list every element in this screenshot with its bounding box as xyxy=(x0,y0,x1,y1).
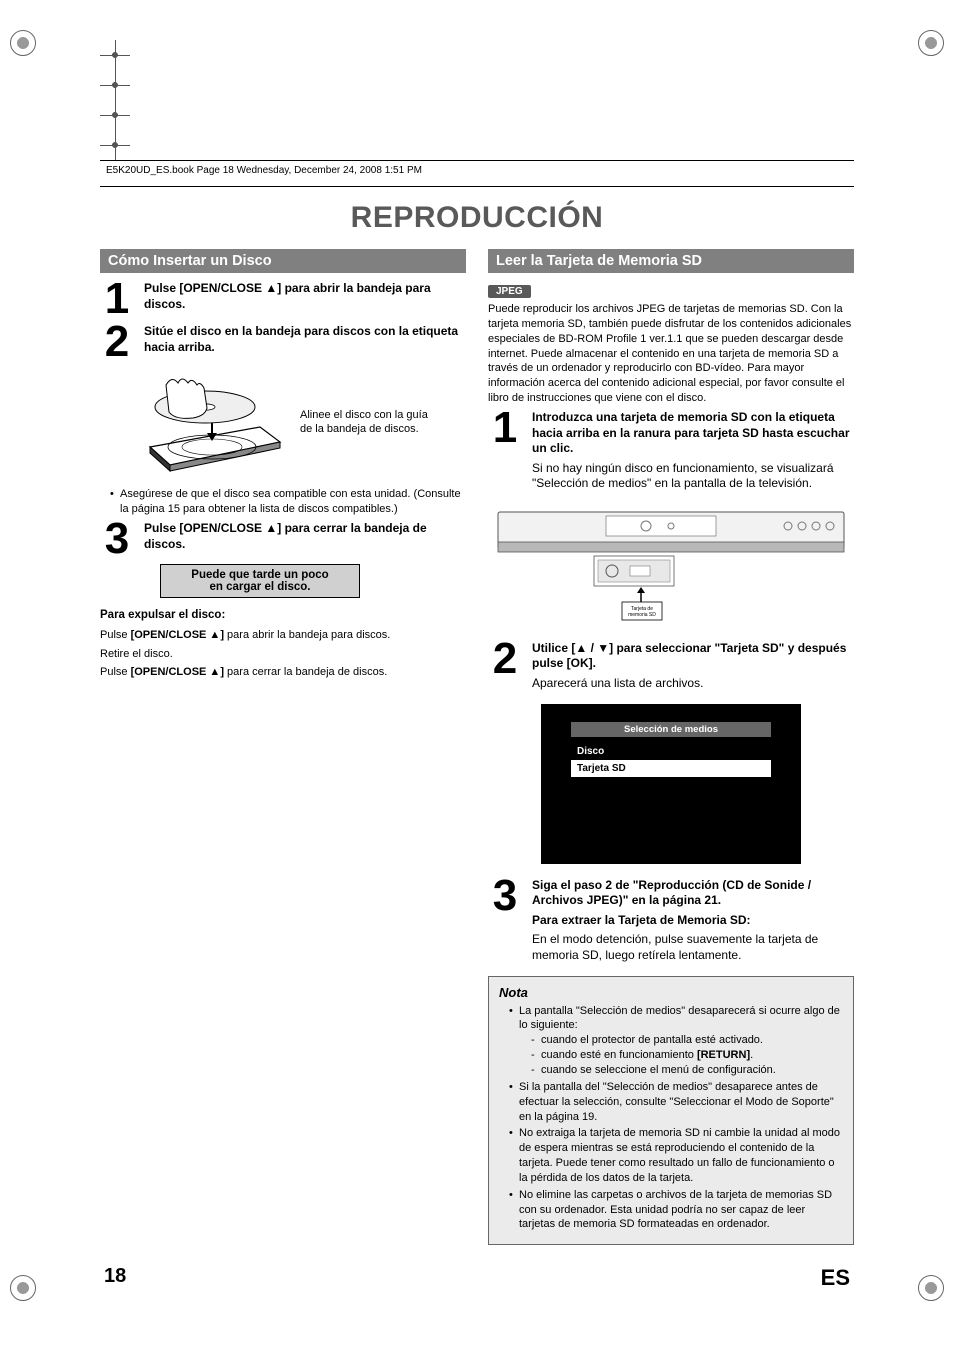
page-footer: 18 ES xyxy=(100,1265,854,1291)
step-2: 2 Sitúe el disco en la bandeja para disc… xyxy=(100,324,466,359)
step-number: 3 xyxy=(100,521,134,556)
section-title-right: Leer la Tarjeta de Memoria SD xyxy=(488,249,854,273)
step-number: 3 xyxy=(488,878,522,968)
page-title: REPRODUCCIÓN xyxy=(100,201,854,235)
print-crop-mark xyxy=(10,1275,36,1301)
step-1-text-a: Pulse [OPEN/CLOSE xyxy=(144,281,265,295)
print-crop-mark xyxy=(10,30,36,56)
t: / xyxy=(587,641,597,655)
t: Utilice [ xyxy=(532,641,575,655)
eject-section: Para expulsar el disco: Pulse [OPEN/CLOS… xyxy=(100,608,466,680)
step-2-text: Sitúe el disco en la bandeja para discos… xyxy=(144,324,466,355)
print-crop-mark xyxy=(100,70,130,100)
compat-note-list: Asegúrese de que el disco sea compatible… xyxy=(100,487,466,517)
step-1-text: Pulse [OPEN/CLOSE ▲] para abrir la bande… xyxy=(144,281,466,312)
eject-line-3: Pulse [OPEN/CLOSE ▲] para cerrar la band… xyxy=(100,665,466,680)
step-number: 2 xyxy=(488,641,522,696)
sd-step-2-bold: Utilice [▲ / ▼] para seleccionar "Tarjet… xyxy=(532,641,854,672)
step-number: 1 xyxy=(488,410,522,496)
t: [OPEN/CLOSE xyxy=(131,666,210,678)
sd-step-3: 3 Siga el paso 2 de "Reproducción (CD de… xyxy=(488,878,854,968)
print-crop-mark xyxy=(918,30,944,56)
eject-icon: ▲ xyxy=(265,281,277,295)
return-key: [RETURN] xyxy=(697,1049,750,1061)
nota-b2: Si la pantalla del "Selección de medios"… xyxy=(509,1080,843,1125)
eject-line-1: Pulse [OPEN/CLOSE ▲] para abrir la bande… xyxy=(100,628,466,643)
sd-step-3-bold2: Para extraer la Tarjeta de Memoria SD: xyxy=(532,913,854,929)
eject-icon: ▲ xyxy=(265,521,277,535)
disc-tray-svg xyxy=(140,367,290,477)
print-crop-mark xyxy=(918,1275,944,1301)
compat-note: Asegúrese de que el disco sea compatible… xyxy=(110,487,466,517)
media-select-screen: Selección de medios Disco Tarjeta SD xyxy=(541,704,801,864)
loading-callout: Puede que tarde un poco en cargar el dis… xyxy=(160,564,360,598)
media-select-item-sd: Tarjeta SD xyxy=(571,760,771,777)
step-number: 1 xyxy=(100,281,134,316)
nota-b3: No extraiga la tarjeta de memoria SD ni … xyxy=(509,1126,843,1185)
step-number: 2 xyxy=(100,324,134,359)
sd-label-line2: memoria SD xyxy=(628,612,656,618)
nota-b1: La pantalla "Selección de medios" desapa… xyxy=(509,1004,843,1078)
callout-line1: Puede que tarde un poco xyxy=(167,569,353,581)
t: Pulse xyxy=(100,629,131,641)
sd-intro: Puede reproducir los archivos JPEG de ta… xyxy=(488,302,854,406)
sd-step-3-bold1: Siga el paso 2 de "Reproducción (CD de S… xyxy=(532,878,854,909)
section-title-left: Cómo Insertar un Disco xyxy=(100,249,466,273)
sd-step-1-plain: Si no hay ningún disco en funcionamiento… xyxy=(532,461,854,492)
sd-step-3-plain: En el modo detención, pulse suavemente l… xyxy=(532,932,854,963)
t: cuando esté en funcionamiento xyxy=(541,1049,697,1061)
header-rule xyxy=(100,160,854,161)
jpeg-tag: JPEG xyxy=(488,285,531,298)
header-meta: E5K20UD_ES.book Page 18 Wednesday, Decem… xyxy=(100,163,854,187)
step-3-text-a: Pulse [OPEN/CLOSE xyxy=(144,521,265,535)
print-crop-mark xyxy=(100,100,130,130)
step-3: 3 Pulse [OPEN/CLOSE ▲] para cerrar la ba… xyxy=(100,521,466,556)
print-crop-mark xyxy=(100,130,130,160)
nota-b1-d1: cuando el protector de pantalla esté act… xyxy=(531,1033,843,1048)
t: Pulse xyxy=(100,666,131,678)
sd-step-1: 1 Introduzca una tarjeta de memoria SD c… xyxy=(488,410,854,496)
step-1: 1 Pulse [OPEN/CLOSE ▲] para abrir la ban… xyxy=(100,281,466,316)
page-number: 18 xyxy=(104,1265,126,1291)
nota-b1-d2: cuando esté en funcionamiento [RETURN]. xyxy=(531,1048,843,1063)
t: para cerrar la bandeja de discos. xyxy=(224,666,387,678)
up-triangle-icon: ▲ xyxy=(575,641,587,655)
eject-line-2: Retire el disco. xyxy=(100,647,466,662)
eject-icon: ▲ xyxy=(209,666,220,678)
t: [OPEN/CLOSE xyxy=(131,629,210,641)
eject-heading: Para expulsar el disco: xyxy=(100,608,466,624)
nota-title: Nota xyxy=(499,985,843,1000)
t: La pantalla "Selección de medios" desapa… xyxy=(519,1005,840,1032)
device-illustration: Tarjeta de memoria SD xyxy=(488,504,854,629)
media-select-item-disco: Disco xyxy=(571,743,771,760)
t: . xyxy=(750,1049,753,1061)
media-select-header: Selección de medios xyxy=(571,722,771,737)
language-code: ES xyxy=(821,1265,850,1291)
nota-box: Nota La pantalla "Selección de medios" d… xyxy=(488,976,854,1246)
disc-illus-caption: Alinee el disco con la guía de la bandej… xyxy=(300,408,440,437)
t: para abrir la bandeja para discos. xyxy=(224,629,390,641)
right-column: Leer la Tarjeta de Memoria SD JPEG Puede… xyxy=(488,249,854,1245)
callout-line2: en cargar el disco. xyxy=(167,581,353,593)
nota-b1-d3: cuando se seleccione el menú de configur… xyxy=(531,1063,843,1078)
device-svg: Tarjeta de memoria SD xyxy=(496,504,846,624)
left-column: Cómo Insertar un Disco 1 Pulse [OPEN/CLO… xyxy=(100,249,466,1245)
sd-step-1-bold: Introduzca una tarjeta de memoria SD con… xyxy=(532,410,854,457)
step-3-text: Pulse [OPEN/CLOSE ▲] para cerrar la band… xyxy=(144,521,466,552)
eject-icon: ▲ xyxy=(209,629,220,641)
nota-list: La pantalla "Selección de medios" desapa… xyxy=(499,1004,843,1233)
sd-step-2-plain: Aparecerá una lista de archivos. xyxy=(532,676,854,692)
down-triangle-icon: ▼ xyxy=(597,641,609,655)
sd-step-2: 2 Utilice [▲ / ▼] para seleccionar "Tarj… xyxy=(488,641,854,696)
nota-b4: No elimine las carpetas o archivos de la… xyxy=(509,1188,843,1233)
disc-tray-illustration: Alinee el disco con la guía de la bandej… xyxy=(140,367,466,477)
print-crop-mark xyxy=(100,40,130,70)
